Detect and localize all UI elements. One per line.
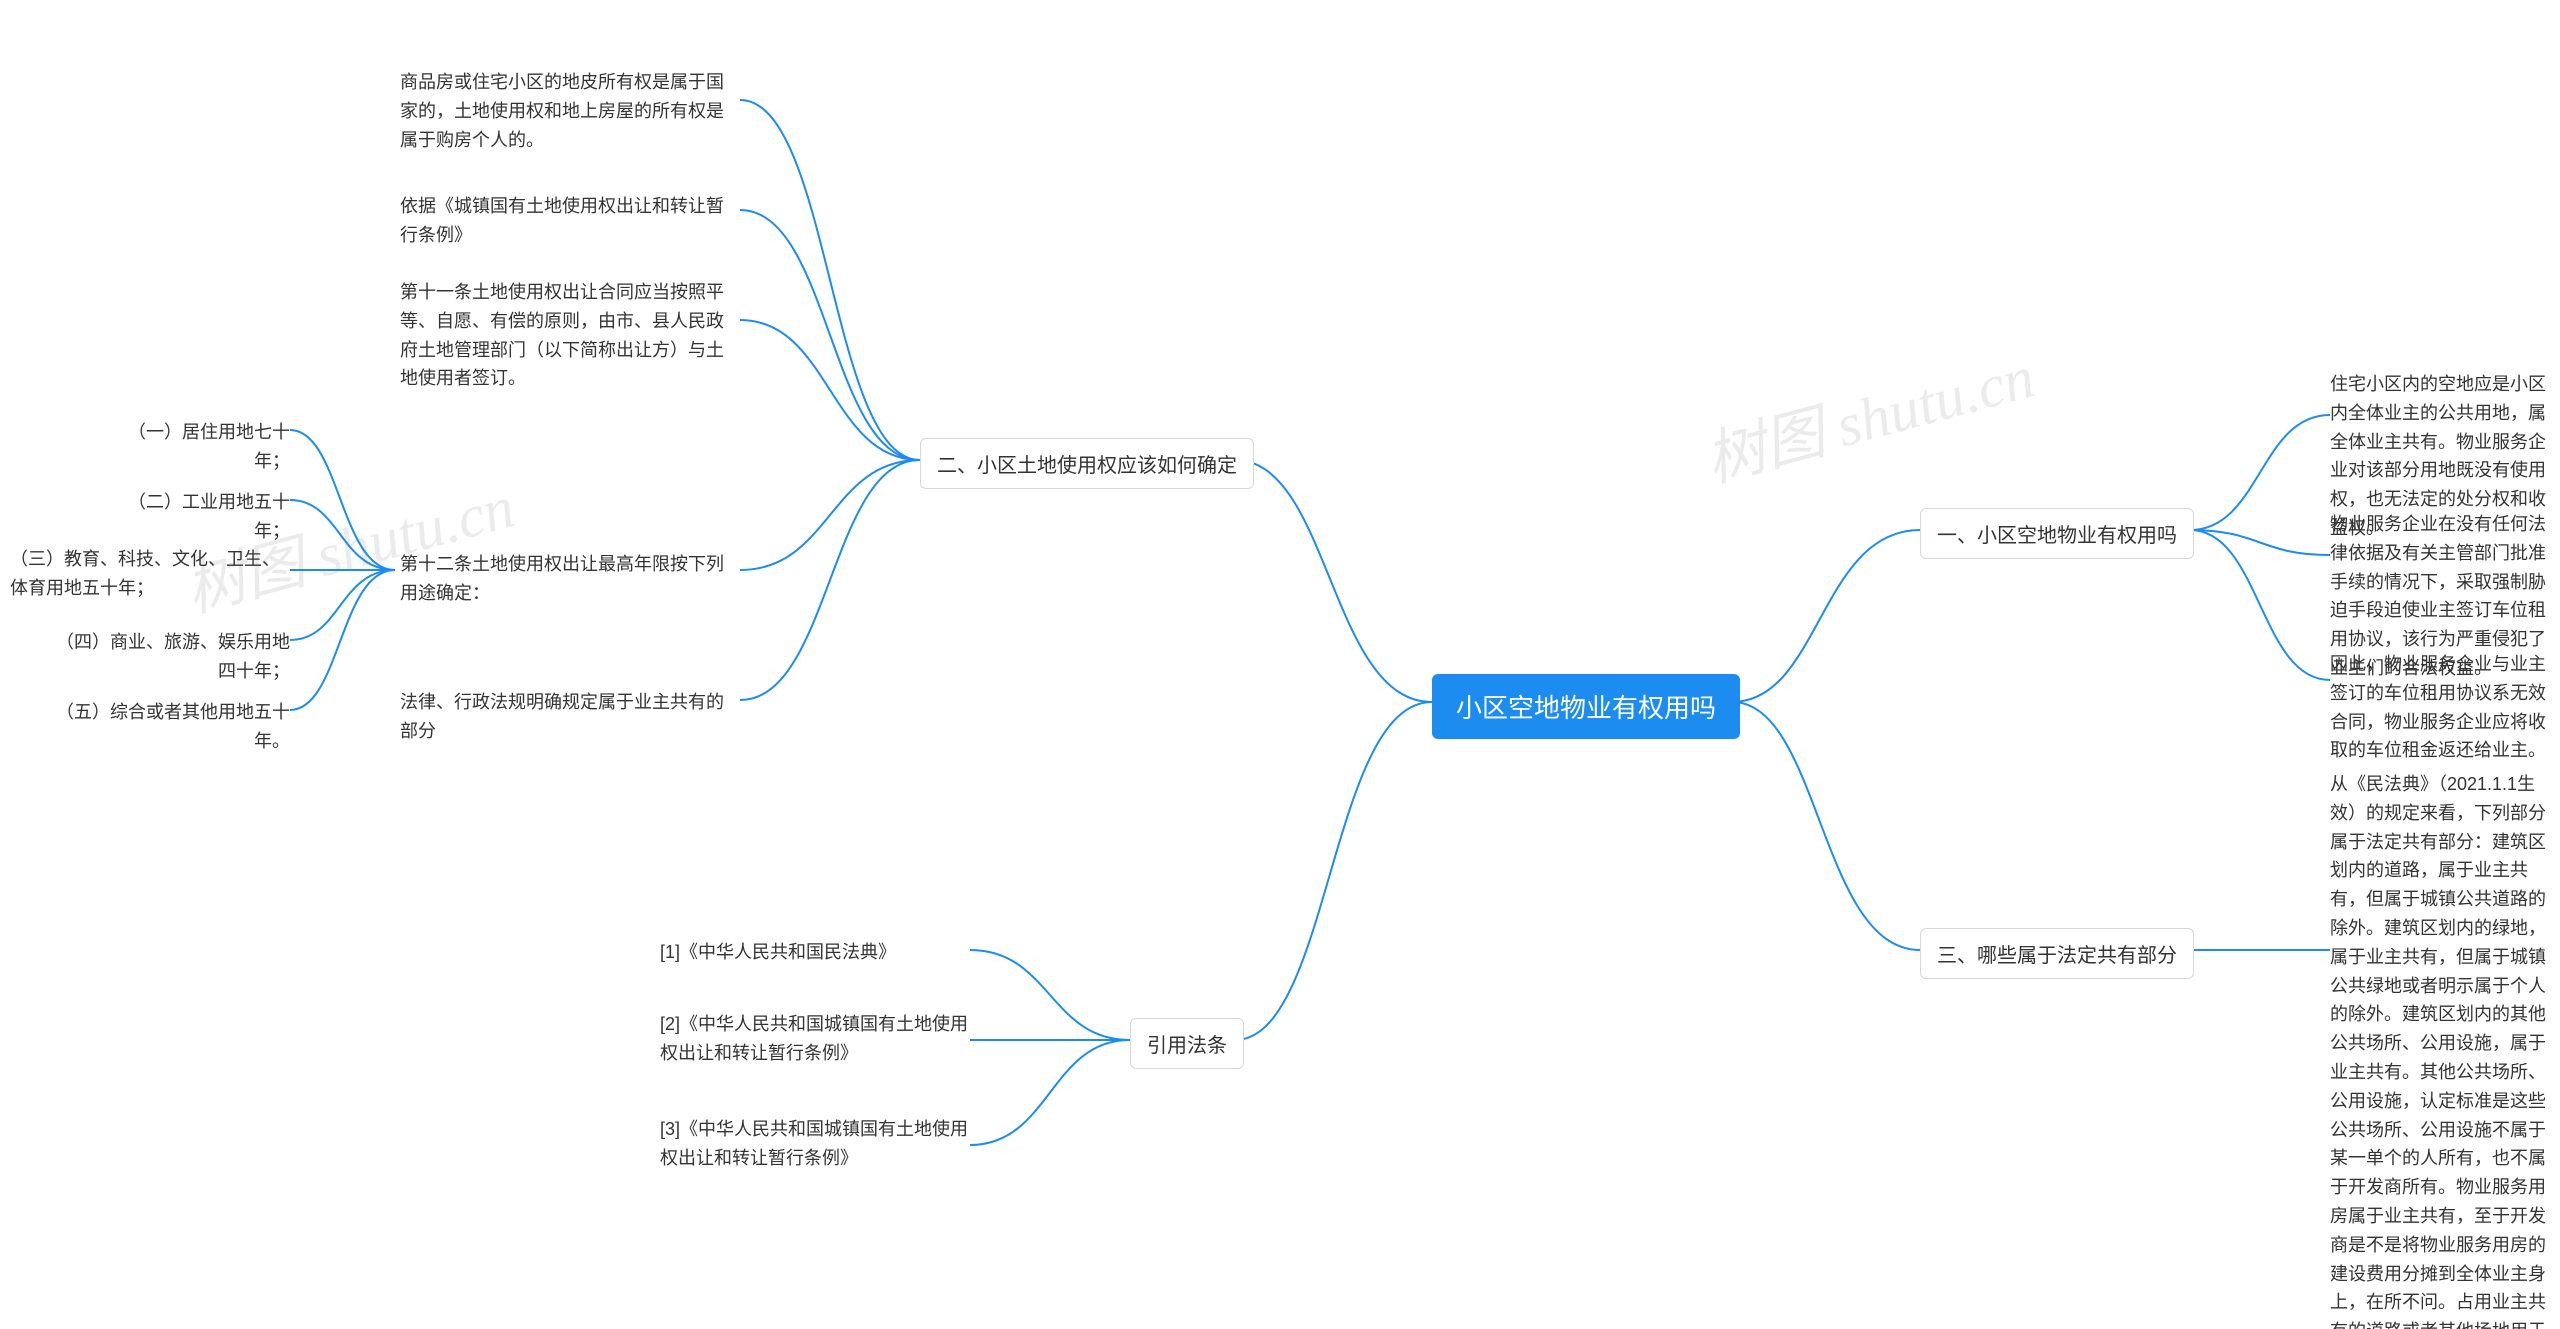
branch-sec1[interactable]: 一、小区空地物业有权用吗 [1920,508,2194,559]
sec3-item-0: 从《民法典》（2021.1.1生效）的规定来看，下列部分属于法定共有部分：建筑区… [2330,770,2560,1329]
refs-item-2: [3]《中华人民共和国城镇国有土地使用权出让和转让暂行条例》 [660,1115,970,1173]
sec2-art12: 第十二条土地使用权出让最高年限按下列用途确定： [400,550,740,608]
watermark: 树图 shutu.cn [1694,328,2042,499]
sec2-item-2: 第十一条土地使用权出让合同应当按照平等、自愿、有偿的原则，由市、县人民政府土地管… [400,278,740,393]
art12-item-1: （二）工业用地五十年； [100,488,290,546]
branch-sec3[interactable]: 三、哪些属于法定共有部分 [1920,928,2194,979]
art12-item-3: （四）商业、旅游、娱乐用地四十年； [40,628,290,686]
connectors-svg [0,0,2560,1329]
art12-item-0: （一）居住用地七十年； [100,418,290,476]
branch-sec2[interactable]: 二、小区土地使用权应该如何确定 [920,438,1254,489]
root-node[interactable]: 小区空地物业有权用吗 [1432,674,1740,739]
art12-item-4: （五）综合或者其他用地五十年。 [55,698,290,756]
sec2-tail: 法律、行政法规明确规定属于业主共有的部分 [400,688,740,746]
refs-item-0: [1]《中华人民共和国民法典》 [660,938,970,967]
art12-item-2: （三）教育、科技、文化、卫生、体育用地五十年； [10,545,290,603]
branch-refs[interactable]: 引用法条 [1130,1018,1244,1069]
sec2-item-1: 依据《城镇国有土地使用权出让和转让暂行条例》 [400,192,740,250]
refs-item-1: [2]《中华人民共和国城镇国有土地使用权出让和转让暂行条例》 [660,1010,970,1068]
sec2-item-0: 商品房或住宅小区的地皮所有权是属于国家的，土地使用权和地上房屋的所有权是属于购房… [400,68,740,154]
sec1-item-2: 因此，物业服务企业与业主签订的车位租用协议系无效合同，物业服务企业应将收取的车位… [2330,650,2560,765]
